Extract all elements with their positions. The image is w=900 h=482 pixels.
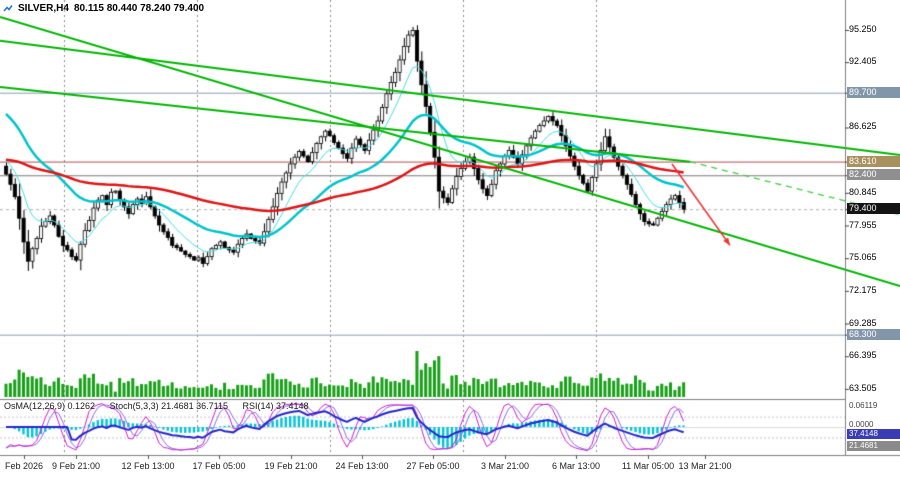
- price-axis-label: 86.625: [849, 121, 877, 132]
- price-axis-label: 77.955: [849, 219, 877, 230]
- osma-label: OsMA(12,26,9) 0.1262: [4, 401, 96, 411]
- price-axis-label: 68.300: [847, 328, 900, 340]
- price-axis-label: 66.395: [849, 350, 877, 361]
- time-axis-label: 3 Mar 21:00: [480, 461, 530, 471]
- time-axis-label: 6 Mar 13:00: [551, 461, 601, 471]
- price-axis-label: 82.400: [847, 169, 900, 181]
- indicator-axis-label: 0.0000: [849, 420, 874, 429]
- time-axis-label: 24 Feb 13:00: [335, 461, 389, 471]
- time-axis-label: 11 Mar 05:00: [621, 461, 675, 471]
- price-axis-label: 83.610: [847, 155, 900, 167]
- price-axis-label: 79.400: [847, 203, 900, 215]
- time-axis-label: 9 Feb 21:00: [51, 461, 101, 471]
- time-axis-label: 27 Feb 05:00: [406, 461, 460, 471]
- indicator-axis-label: 37.4148: [847, 429, 900, 439]
- price-axis-label: 69.285: [849, 317, 877, 328]
- time-axis-label: 17 Feb 05:00: [192, 461, 246, 471]
- time-axis-label: 13 Mar 21:00: [678, 461, 732, 471]
- time-axis-label: 12 Feb 13:00: [121, 461, 175, 471]
- price-axis-label: 92.405: [849, 56, 877, 67]
- time-axis-label: Feb 2026: [4, 461, 44, 471]
- chart-line-icon: [3, 4, 13, 14]
- symbol-period: SILVER,H4: [18, 3, 69, 14]
- time-axis[interactable]: Feb 2026 9 Feb 21:00 12 Feb 13:00 17 Feb 05…: [0, 456, 900, 482]
- time-axis-label: 19 Feb 21:00: [264, 461, 318, 471]
- chart-title: SILVER,H4 80.115 80.440 78.240 79.400: [3, 3, 204, 14]
- price-axis-label: 72.175: [849, 284, 877, 295]
- price-axis-label: 89.700: [847, 86, 900, 98]
- price-axis-label: 63.505: [849, 382, 877, 393]
- price-axis-label: 80.845: [849, 186, 877, 197]
- rsi-label: RSI(14) 37.4148: [242, 401, 309, 411]
- indicator-axis-label: 21.4681: [847, 441, 900, 451]
- indicator-axis-label: 0.06119: [849, 401, 878, 410]
- ohlc-values: 80.115 80.440 78.240 79.400: [73, 3, 205, 14]
- price-axis-label: 75.065: [849, 252, 877, 263]
- indicator-labels: OsMA(12,26,9) 0.1262 Stoch(5,3,3) 21.468…: [4, 401, 321, 411]
- stoch-label: Stoch(5,3,3) 21.4681 36.7115: [109, 401, 229, 411]
- price-axis-label: 95.250: [849, 23, 877, 34]
- price-axis[interactable]: 95.250 92.405 89.700 86.625 83.610 82.400 80.8…: [846, 0, 900, 455]
